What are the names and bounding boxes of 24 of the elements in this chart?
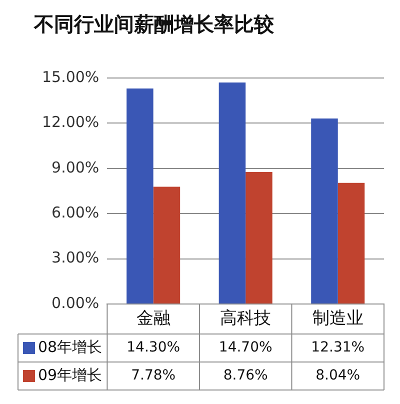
- x-tick-label: 高科技: [220, 308, 272, 328]
- bar: [311, 118, 338, 304]
- y-tick-label: 15.00%: [42, 68, 100, 86]
- data-label: 8.04%: [316, 368, 360, 384]
- bar: [153, 186, 180, 304]
- data-label: 14.30%: [126, 340, 180, 356]
- legend-label: 09年增长: [38, 366, 102, 384]
- data-label: 12.31%: [311, 340, 365, 356]
- legend-label: 08年增长: [38, 338, 102, 356]
- bar: [246, 172, 272, 304]
- data-label: 14.70%: [218, 340, 272, 356]
- bar: [218, 82, 246, 304]
- y-tick-label: 9.00%: [52, 158, 100, 176]
- x-tick-label: 金融: [136, 308, 170, 328]
- data-label: 8.76%: [223, 368, 268, 384]
- bar: [126, 88, 154, 304]
- y-tick-label: 0.00%: [52, 294, 100, 312]
- y-tick-label: 3.00%: [52, 248, 100, 267]
- chart-title: 不同行业间薪酬增长率比较: [33, 12, 275, 36]
- data-label: 7.78%: [131, 368, 176, 384]
- y-tick-label: 6.00%: [52, 203, 100, 222]
- x-tick-label: 制造业: [312, 308, 364, 328]
- y-tick-label: 12.00%: [42, 113, 100, 132]
- bar: [338, 182, 365, 304]
